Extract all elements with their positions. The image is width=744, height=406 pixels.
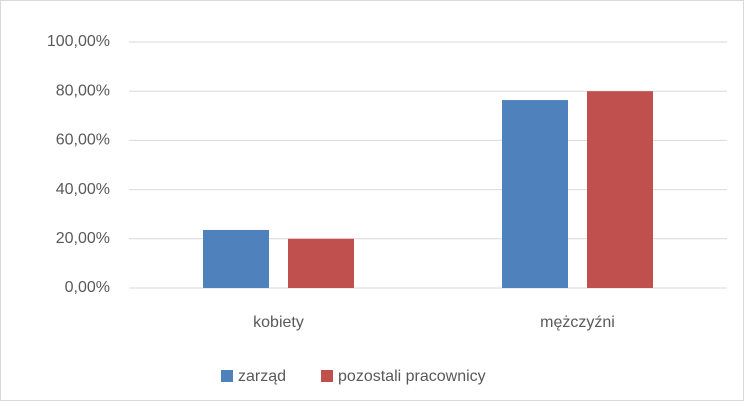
legend-label: pozostali pracownicy xyxy=(338,368,486,385)
bar xyxy=(288,238,354,288)
bar xyxy=(587,91,653,288)
bar xyxy=(502,100,568,288)
x-tick-label: kobiety xyxy=(253,314,304,331)
x-tick-label: mężczyźni xyxy=(540,314,615,331)
legend-swatch xyxy=(321,370,334,382)
y-tick-label: 40,00% xyxy=(56,181,110,198)
legend-swatch xyxy=(221,370,233,382)
legend-label: zarząd xyxy=(238,368,286,385)
y-tick-label: 60,00% xyxy=(56,132,110,149)
bar xyxy=(203,229,269,288)
y-tick-label: 0,00% xyxy=(65,279,110,296)
y-tick-label: 20,00% xyxy=(56,230,110,247)
y-tick-label: 80,00% xyxy=(56,82,110,99)
y-tick-label: 100,00% xyxy=(47,33,110,50)
